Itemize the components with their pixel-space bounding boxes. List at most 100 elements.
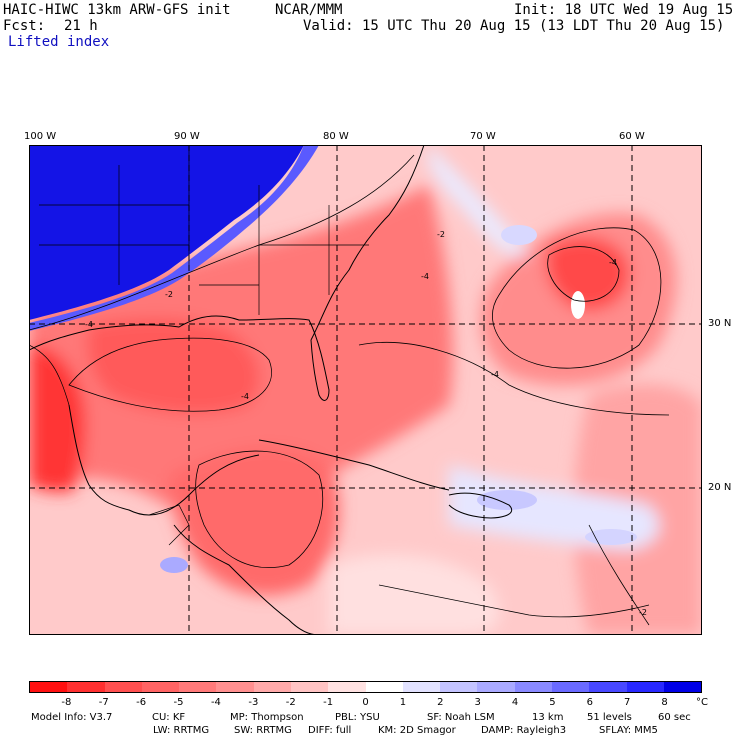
colorbar-tick-label: 1 [399,697,407,708]
colorbar-tick-label: 2 [437,697,444,708]
stable-streak [428,145,529,257]
colorbar-tick-label: -3 [248,697,259,708]
model-info-levels: 51 levels [587,712,632,723]
colorbar-swatch [179,682,217,692]
model-info-resolution: 13 km [532,712,564,723]
colorbar-unit: °C [696,697,708,708]
init-time: Init: 18 UTC Wed 19 Aug 15 [514,2,734,18]
forecast-label: Fcst: [3,18,46,34]
model-info-microphysics: MP: Thompson [230,712,304,723]
mexico-coastline [68,404,260,516]
stable-patch-atlantic [477,490,537,510]
map-frame [29,145,702,635]
contour-line [492,227,662,369]
contour-line [378,584,650,618]
colorbar-tick-label: 5 [549,697,556,708]
colorbar-swatch [104,682,142,692]
contour-label: -4 [85,320,93,329]
lon-label-60w: 60 W [619,131,645,142]
colorbar-swatch [141,682,180,692]
forecast-hours: 21 h [64,18,98,34]
contour-label: -4 [609,258,617,267]
contour-line [588,524,650,626]
model-info-damping: DAMP: Rayleigh3 [481,725,567,736]
colorbar-tick-label: 7 [624,697,631,708]
stable-patch-far-east [585,529,637,545]
contour-label: -4 [241,392,249,401]
stable-patch-central-america [160,557,188,573]
lat-label-20n: 20 N [708,482,732,493]
colorbar-tick-label: 8 [661,697,668,708]
instability-region-caribbean [169,446,340,596]
lon-label-70w: 70 W [470,131,496,142]
instability-band-gulf-coast [87,318,260,414]
central-america-coastline [173,524,320,635]
model-info-timestep: 60 sec [658,712,691,723]
model-title: HAIC-HIWC 13km ARW-GFS init [3,2,231,18]
colorbar-swatch [551,682,590,692]
contour-line [547,246,620,302]
valid-time: Valid: 15 UTC Thu 20 Aug 15 (13 LDT Thu … [303,18,725,34]
colorbar-swatch [30,682,68,692]
colorbar-tick-label: -5 [173,697,184,708]
colorbar-tick-label: 4 [511,697,519,708]
model-info-diffusion: DIFF: full [308,725,352,736]
model-info-version: Model Info: V3.7 [31,712,113,723]
lon-label-80w: 80 W [323,131,349,142]
lon-label-100w: 100 W [24,131,57,142]
organization-label: NCAR/MMM [275,2,343,18]
contour-label: -2 [165,290,173,299]
florida-coastline [310,145,425,341]
field-name: Lifted index [8,34,110,50]
neutral-patch-atlantic [571,291,585,319]
lat-lon-grid [29,145,702,635]
colorbar-tick-label: -7 [98,697,109,708]
colorbar-swatch [365,682,403,692]
colorbar-swatch [402,682,441,692]
contour-line [29,154,415,331]
contour-line [358,342,670,416]
contour-lines [29,154,670,626]
colorbar-swatch [328,682,366,692]
colorbar-swatch [514,682,552,692]
model-info-pbl: PBL: YSU [335,712,380,723]
colorbar-swatch [290,682,329,692]
colorbar-swatch [477,682,515,692]
lat-label-30n: 30 N [708,318,732,329]
model-info-surface: SF: Noah LSM [427,712,495,723]
model-info-longwave: LW: RRTMG [153,725,210,736]
colorbar-swatch [626,682,664,692]
colorbar-swatch [663,682,702,692]
lifted-index-map: -2 -4 -4 -4 -4 -2 -4 -2 [29,145,702,635]
colorbar-swatch [440,682,478,692]
colorbar [29,681,702,693]
model-info-surface-layer: SFLAY: MM5 [599,725,658,736]
colorbar-tick-label: 0 [362,697,369,708]
stable-region-atlantic [449,465,660,550]
contour-label: -2 [437,230,445,239]
model-info-cumulus: CU: KF [152,712,186,723]
colorbar-tick-label: -1 [323,697,334,708]
model-info-km: KM: 2D Smagor [378,725,456,736]
colorbar-tick-label: 3 [474,697,481,708]
mexico-border [29,344,190,546]
contour-label: -2 [639,608,647,617]
stable-region-northwest [29,145,304,320]
colorbar-tick-label: -8 [61,697,72,708]
colorbar-tick-label: -4 [210,697,221,708]
model-info-shortwave: SW: RRTMG [234,725,292,736]
stable-patch-north-atlantic [501,225,537,245]
coastlines [29,145,512,635]
neutral-region-south [329,554,500,635]
hispaniola-coastline [448,492,512,519]
colorbar-tick-label: -6 [136,697,147,708]
colorbar-swatch [67,682,105,692]
cuba-coastline [258,439,450,491]
gulf-coastline [29,315,330,401]
lon-label-90w: 90 W [174,131,200,142]
contour-line [195,450,324,568]
contour-label: -4 [421,272,429,281]
colorbar-tick-label: 6 [586,697,594,708]
colorbar-swatch [589,682,627,692]
contour-line [68,337,272,412]
